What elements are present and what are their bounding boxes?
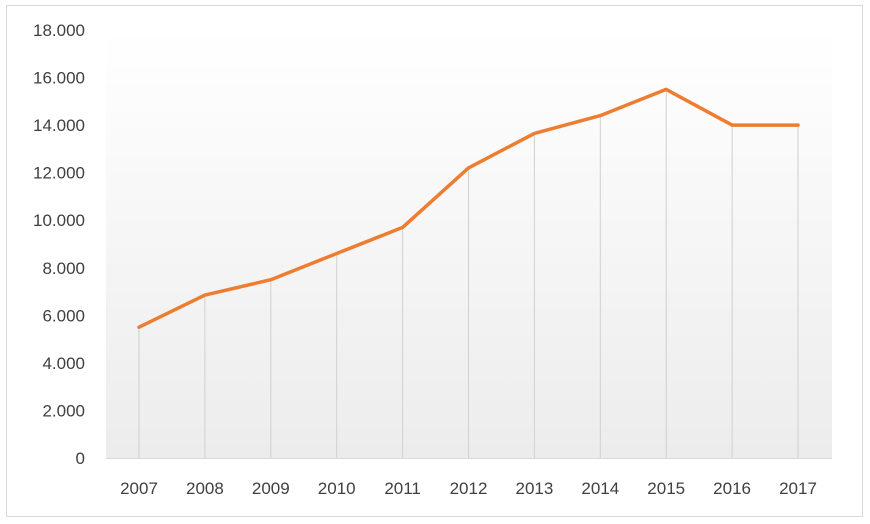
y-tick-label: 16.000 (33, 69, 85, 88)
y-tick-label: 4.000 (42, 354, 85, 373)
x-tick-label: 2014 (581, 479, 619, 498)
y-tick-label: 2.000 (42, 401, 85, 420)
x-tick-label: 2011 (384, 479, 421, 498)
x-axis: 2007 2008 2009 2010 2011 2012 2013 2014 2015 2016… (120, 479, 817, 498)
y-axis: 0 2.000 4.000 6.000 8.000 10.000 12.000 14.000 1… (33, 21, 85, 468)
y-tick-label: 8.000 (42, 259, 85, 278)
x-tick-label: 2012 (450, 479, 488, 498)
series-group (137, 87, 800, 329)
x-tick-label: 2013 (515, 479, 553, 498)
x-tick-label: 2009 (252, 479, 290, 498)
y-tick-label: 0 (76, 449, 85, 468)
x-tick-label: 2017 (779, 479, 817, 498)
x-tick-label: 2008 (186, 479, 224, 498)
y-tick-label: 18.000 (33, 21, 85, 40)
x-tick-label: 2010 (318, 479, 356, 498)
y-tick-label: 10.000 (33, 211, 85, 230)
drop-lines (138, 89, 799, 458)
y-tick-label: 14.000 (33, 116, 85, 135)
y-tick-label: 12.000 (33, 164, 85, 183)
y-tick-label: 6.000 (42, 306, 85, 325)
x-tick-label: 2007 (120, 479, 158, 498)
x-tick-label: 2015 (647, 479, 685, 498)
x-tick-label: 2016 (713, 479, 751, 498)
series-line (137, 87, 800, 329)
